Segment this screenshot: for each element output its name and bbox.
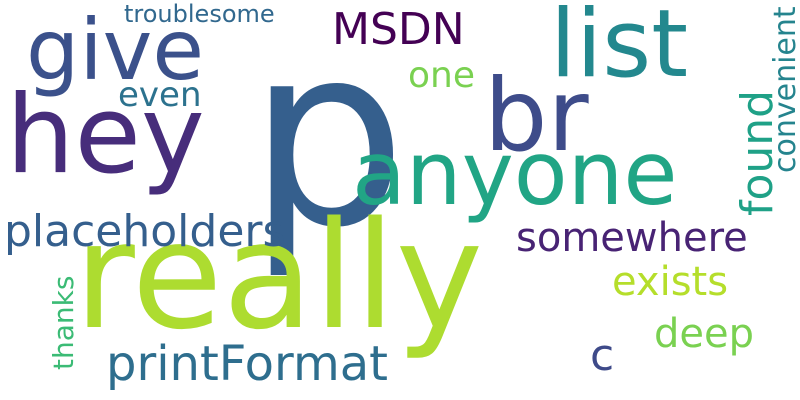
word-printFormat: printFormat bbox=[106, 336, 388, 392]
word-placeholders: placeholders bbox=[4, 206, 286, 257]
word-somewhere: somewhere bbox=[516, 215, 748, 261]
word-list: list bbox=[550, 0, 689, 99]
word-one: one bbox=[408, 55, 475, 96]
word-deep: deep bbox=[654, 311, 754, 357]
word-exists: exists bbox=[612, 259, 729, 305]
word-hey: hey bbox=[6, 73, 205, 198]
word-troublesome: troublesome bbox=[124, 0, 275, 28]
word-even: even bbox=[118, 75, 202, 115]
word-c: c bbox=[590, 330, 615, 381]
word-p: p bbox=[248, 0, 407, 282]
word-really: really bbox=[74, 190, 484, 362]
word-anyone: anyone bbox=[352, 122, 678, 225]
word-convenient: convenient bbox=[768, 6, 800, 173]
word-br: br bbox=[484, 57, 589, 174]
word-give: give bbox=[26, 1, 205, 99]
word-thanks: thanks bbox=[47, 275, 80, 370]
word-MSDN: MSDN bbox=[332, 4, 465, 55]
